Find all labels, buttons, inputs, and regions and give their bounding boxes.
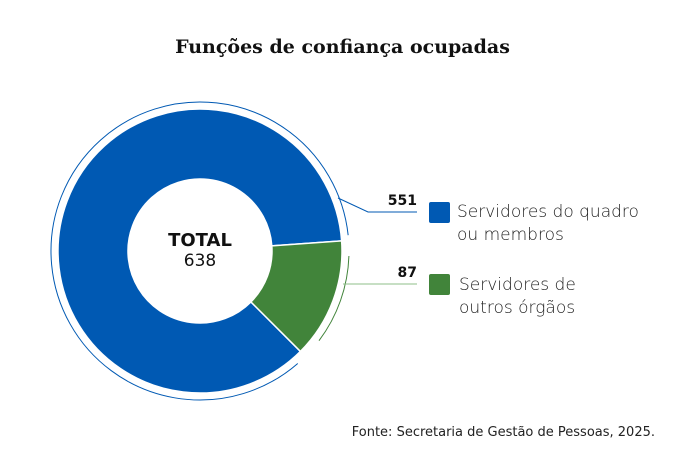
total-value: 638 <box>183 251 217 271</box>
value-label-0: 551 <box>387 193 417 209</box>
source-note: Fonte: Secretaria de Gestão de Pessoas, … <box>351 425 655 440</box>
outer-arc-0 <box>50 101 349 401</box>
legend-swatch-0 <box>429 202 450 223</box>
total-label: TOTAL 638 <box>140 230 260 271</box>
outer-arc-1 <box>318 255 350 341</box>
legend-label-1: Servidores de outros órgãos <box>459 275 576 318</box>
legend-label-0: Servidores do quadro ou membros <box>457 202 639 245</box>
legend-swatch-1 <box>429 274 450 295</box>
slice-1 <box>249 240 343 353</box>
leader-line-0 <box>337 197 417 213</box>
chart-title: Funções de confiança ocupadas <box>175 36 510 58</box>
value-label-1: 87 <box>397 265 417 281</box>
total-title: TOTAL <box>168 230 232 251</box>
